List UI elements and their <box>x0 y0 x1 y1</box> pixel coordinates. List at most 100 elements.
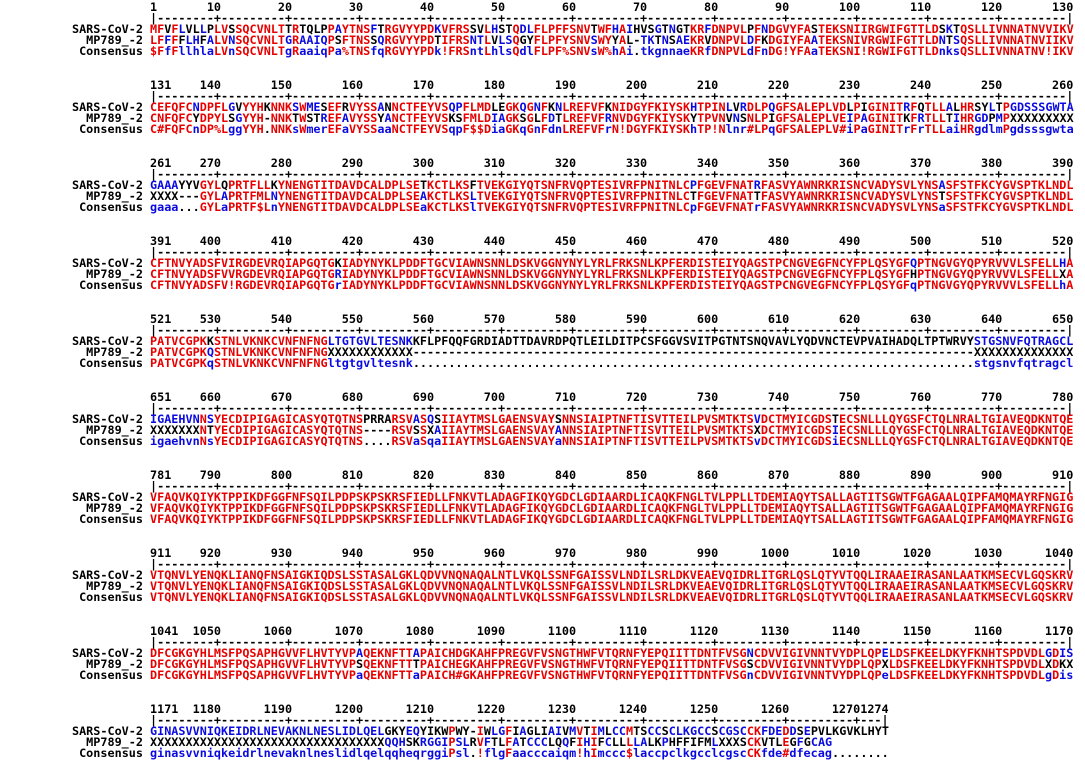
seq-run: GY <box>519 33 534 47</box>
seq-run: F <box>505 724 513 738</box>
seq-run: K <box>270 178 278 192</box>
seq-run: H <box>690 100 698 114</box>
seq-run: FGEVFNAT <box>696 189 754 203</box>
sequence-row-sars: SARS-CoV-2 GINASVVNIQKEIDRLNEVAKNLNESLIDL… <box>0 724 1085 738</box>
seq-run: S <box>661 724 669 738</box>
seq-run: l <box>469 200 477 214</box>
seq-run: K <box>761 33 769 47</box>
row-label: MP789_-2 <box>86 579 143 593</box>
row-label: SARS-CoV-2 <box>71 334 143 348</box>
sequence-row-consensus: Consensus igaehvnNsYECDIPIGAGICASYQTQTNS.… <box>0 434 1085 448</box>
seq-run: A <box>512 735 520 749</box>
seq-run: SY <box>974 100 989 114</box>
sequence-text: VFAQVKQIYKTPPIKDFGGFNFSQILPDPSKPSKRSFIED… <box>150 501 1074 515</box>
row-label: Consensus <box>79 278 143 292</box>
seq-run: F <box>910 100 918 114</box>
seq-run: M <box>626 724 634 738</box>
seq-run: VFAQVKQIYKTPPIKDFGGFNFSQILPDPSKPSKRSFIED… <box>150 490 1074 504</box>
seq-run: VYSS <box>348 122 378 136</box>
seq-run: A <box>554 423 563 437</box>
sequence-text: 131 140 150 160 170 180 190 200 210 220 … <box>150 79 1073 91</box>
seq-run: SK <box>405 735 420 749</box>
seq-run: V <box>235 100 243 114</box>
row-label: SARS-CoV-2 <box>71 100 143 114</box>
seq-run: QEKNFTT <box>363 668 413 682</box>
seq-run: A <box>938 178 946 192</box>
seq-run: P <box>448 746 456 760</box>
ruler-ticks: |--------+---------+---------+---------+… <box>0 12 1085 24</box>
seq-run: q <box>519 122 527 136</box>
seq-run: a <box>419 200 428 214</box>
row-label <box>0 2 143 13</box>
seq-run: FASVYAWNRKRISNCVADYSVLYNS <box>760 178 939 192</box>
seq-run: R <box>320 111 328 125</box>
seq-run: K <box>263 100 271 114</box>
seq-run: F <box>910 122 918 136</box>
seq-run: GK <box>505 100 520 114</box>
ruler-numbers: 781 790 800 810 820 830 840 850 860 870 … <box>0 469 1085 481</box>
seq-run: mccc <box>597 746 626 760</box>
seq-run: C <box>604 735 612 749</box>
sequence-text: 1041 1050 1060 1070 1080 1090 1100 1110 … <box>150 625 1073 637</box>
seq-run: N <box>938 33 946 47</box>
seq-run: N <box>555 100 563 114</box>
seq-run: Q <box>512 33 520 47</box>
seq-run: Q <box>512 44 520 58</box>
seq-run: TPIN <box>697 100 726 114</box>
seq-run: QQH <box>384 735 406 749</box>
sequence-text: 651 660 670 680 690 700 710 720 730 740 … <box>150 391 1073 403</box>
seq-run: IADYNYKLPDDFTGCVIAWNSNNLDSKVGGNYNYLYRLFR… <box>341 267 910 281</box>
row-label <box>0 470 143 481</box>
alignment-block: 1 10 20 30 40 50 60 70 80 90 100 110 120… <box>0 0 1085 58</box>
seq-run: LDSFKEELDKYFKNHTSPDVDL <box>888 646 1045 660</box>
seq-run: N <box>270 189 278 203</box>
seq-run: VTQNVLYENQKLIANQFNSAIGKIQDSLSSTASALGKLQD… <box>150 590 1074 604</box>
sequence-row-sars: SARS-CoV-2 IGAEHVNNSYECDIPIGAGICASYQTQTNS… <box>0 412 1085 426</box>
seq-run: IIAYTMSLGAENSVAY <box>441 412 555 426</box>
seq-run: h <box>583 746 591 760</box>
seq-run: a <box>860 122 868 136</box>
ruler-run: 1 10 20 30 40 50 60 70 80 90 100 110 120… <box>150 0 1074 14</box>
alignment-block: 391 400 410 420 430 440 450 460 470 480 … <box>0 235 1085 292</box>
seq-run: n <box>270 200 278 214</box>
seq-run: HR <box>960 122 975 136</box>
seq-run: n <box>533 122 541 136</box>
seq-run: F <box>754 33 762 47</box>
seq-run: YYV <box>178 178 200 192</box>
seq-run: G <box>789 735 797 749</box>
sequence-text: $FfFllhlaLVnSQCVNLTgRaaiqPa%TNSfqRGVYYPD… <box>150 44 1074 58</box>
seq-run: VFAQVKQIYKTPPIKDFGGFNFSQILPDPSKPSKRSFIED… <box>150 501 1074 515</box>
seq-run: A <box>619 33 627 47</box>
sequence-row-consensus: Consensus gaaa...GYLaPRTF$LnYNENGTITDAVDC… <box>0 200 1085 214</box>
seq-run: EF <box>327 100 342 114</box>
seq-run: H <box>583 735 591 749</box>
seq-run: S <box>292 100 300 114</box>
seq-run: VYSS <box>348 100 378 114</box>
seq-run: L <box>604 724 612 738</box>
seq-run: K <box>547 100 556 114</box>
seq-run: f <box>164 44 172 58</box>
sequence-row-consensus: Consensus $FfFllhlaLVnSQCVNLTgRaaiqPa%TNS… <box>0 44 1085 58</box>
sequence-row-consensus: Consensus PATVCGPKqSTNLVKNKCVNFNFNGltgtgv… <box>0 356 1085 370</box>
seq-run: SQCVNLT <box>235 22 286 36</box>
row-label: Consensus <box>79 434 143 448</box>
seq-run: S <box>419 434 428 448</box>
sequence-text: 391 400 410 420 430 440 450 460 470 480 … <box>150 235 1073 247</box>
seq-run: dfecag <box>789 746 832 760</box>
seq-run: CEFQFC <box>150 100 193 114</box>
seq-run: S <box>668 33 676 47</box>
sequence-text: 521 530 540 550 560 570 580 590 600 610 … <box>150 313 1073 325</box>
alignment-block: 911 920 930 940 950 960 970 980 990 1000… <box>0 547 1085 604</box>
sequence-text: XXXXXXXNTYECDIPIGAGICASYQTQTNS----RSVSSX… <box>150 423 1073 437</box>
seq-run: PAICHDGKAHFPREGVFVSNGTHWFVTQRNFYEPQIITTD… <box>419 646 747 660</box>
ruler-run: |--------+---------+---------+---------+… <box>150 245 1074 259</box>
seq-run: P <box>689 178 697 192</box>
seq-run: K <box>206 334 214 348</box>
seq-run: D <box>746 33 755 47</box>
ruler-ticks: |--------+---------+---------+---------+… <box>0 245 1085 259</box>
seq-run: F <box>483 735 491 749</box>
seq-run: IIAYTMSLGAENSVAY <box>441 423 555 437</box>
seq-run: stgsnvfqtragcl <box>973 356 1074 370</box>
row-label <box>0 548 143 559</box>
seq-run: r <box>753 200 761 214</box>
